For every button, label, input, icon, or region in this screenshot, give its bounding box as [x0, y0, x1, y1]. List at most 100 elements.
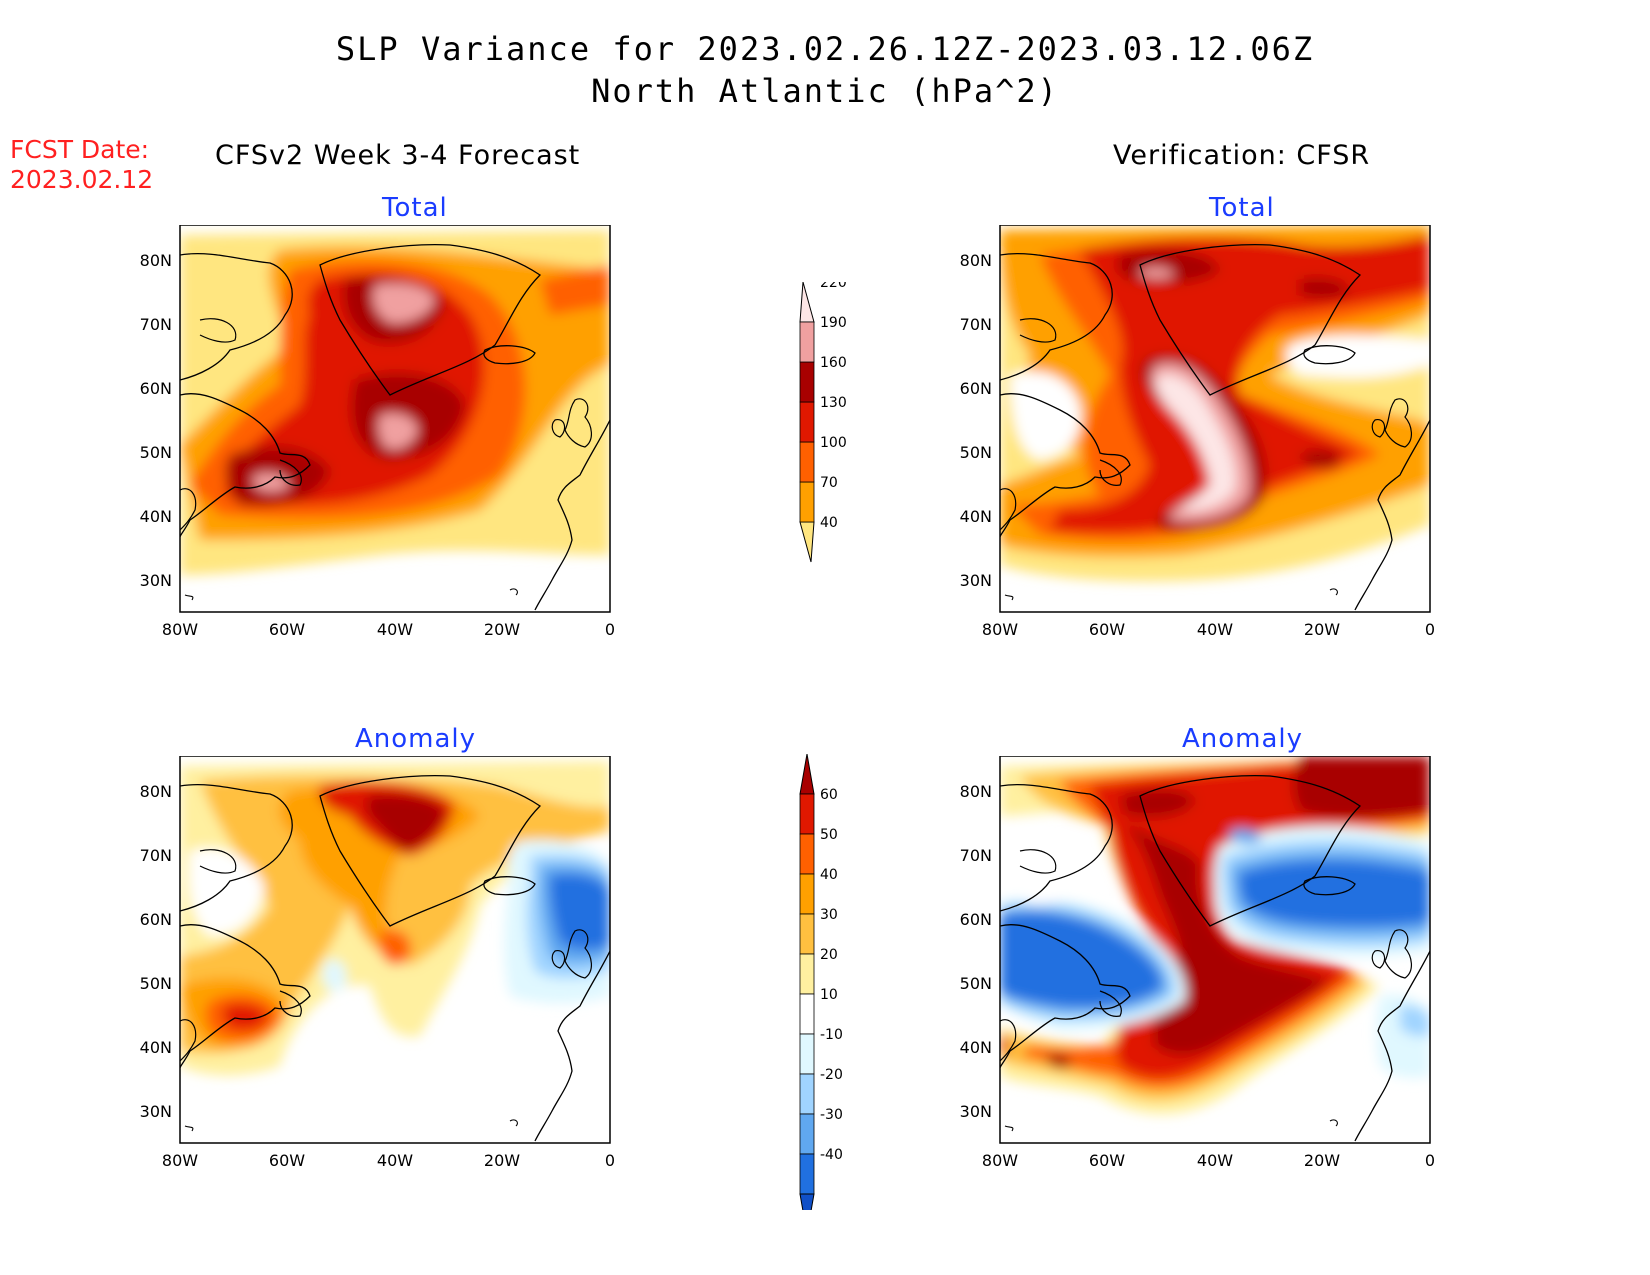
lat-tick-label: 30N [140, 571, 172, 590]
colorbar-swatch [799, 1033, 815, 1075]
colorbar-swatch [799, 481, 815, 523]
colorbar-tick-label: 160 [820, 355, 847, 371]
verification-total-field [1000, 225, 1430, 612]
lat-tick-label: 80N [140, 251, 172, 270]
lat-tick-label: 40N [960, 1038, 992, 1057]
lon-tick-label: 80W [162, 1151, 198, 1170]
lat-tick-label: 70N [140, 315, 172, 334]
lon-tick-label: 0 [605, 620, 615, 639]
forecast-total-lat-axis: 80N 70N 60N 50N 40N 30N [140, 251, 172, 590]
colorbar-tick-label: 130 [820, 395, 847, 411]
verification-total-lon-axis: 80W 60W 40W 20W 0 [982, 620, 1435, 639]
forecast-column-heading: CFSv2 Week 3-4 Forecast [215, 140, 581, 171]
lat-tick-label: 30N [960, 571, 992, 590]
colorbar-swatch [799, 401, 815, 443]
verification-anomaly-lon-axis: 80W 60W 40W 20W 0 [982, 1151, 1435, 1170]
colorbar-swatch [799, 913, 815, 955]
forecast-anomaly-map: 80N 70N 60N 50N 40N 30N 80W 60W 40W 20W … [140, 756, 615, 1170]
colorbar-tick-label: -40 [820, 1147, 843, 1163]
lat-tick-label: 50N [140, 974, 172, 993]
lat-tick-label: 40N [140, 1038, 172, 1057]
lat-tick-label: 50N [960, 974, 992, 993]
lon-tick-label: 60W [269, 620, 305, 639]
forecast-anomaly-lon-axis: 80W 60W 40W 20W 0 [162, 1151, 615, 1170]
lat-tick-label: 60N [140, 910, 172, 929]
colorbar-swatch [799, 321, 815, 363]
colorbar-end-triangle [799, 282, 815, 323]
title-line-1: SLP Variance for 2023.02.26.12Z-2023.03.… [335, 30, 1315, 68]
lon-tick-label: 0 [1425, 1151, 1435, 1170]
lon-tick-label: 20W [484, 620, 520, 639]
colorbar-swatch [799, 1113, 815, 1155]
colorbar-tick-label: -10 [820, 1027, 843, 1043]
colorbar-end-triangle [799, 1193, 815, 1210]
forecast-anomaly-lat-axis: 80N 70N 60N 50N 40N 30N [140, 782, 172, 1121]
lat-tick-label: 80N [960, 782, 992, 801]
lat-tick-label: 80N [960, 251, 992, 270]
forecast-total-lon-axis: 80W 60W 40W 20W 0 [162, 620, 615, 639]
lon-tick-label: 20W [484, 1151, 520, 1170]
lat-tick-label: 60N [140, 379, 172, 398]
anomaly-colorbar: 60 50 40 30 20 10 -10 -20 -30 -40 [799, 754, 843, 1210]
lat-tick-label: 70N [960, 846, 992, 865]
lat-tick-label: 70N [140, 846, 172, 865]
lon-tick-label: 80W [162, 620, 198, 639]
forecast-total-title: Total [382, 193, 448, 223]
lon-tick-label: 60W [1089, 620, 1125, 639]
lat-tick-label: 60N [960, 910, 992, 929]
lat-tick-label: 50N [960, 443, 992, 462]
lon-tick-label: 20W [1304, 620, 1340, 639]
colorbar-end-triangle [799, 754, 815, 795]
lon-tick-label: 60W [1089, 1151, 1125, 1170]
colorbar-swatch [799, 953, 815, 995]
colorbar-tick-label: -20 [820, 1067, 843, 1083]
lon-tick-label: 40W [377, 620, 413, 639]
colorbar-tick-label: -30 [820, 1107, 843, 1123]
colorbar-swatch [799, 873, 815, 915]
verification-total-title: Total [1209, 193, 1275, 223]
verification-anomaly-field [1000, 756, 1430, 1143]
colorbar-tick-label: 60 [820, 787, 838, 803]
lon-tick-label: 60W [269, 1151, 305, 1170]
lon-tick-label: 40W [377, 1151, 413, 1170]
colorbar-swatch [799, 441, 815, 483]
forecast-anomaly-field [180, 756, 610, 1143]
colorbar-swatch [799, 1073, 815, 1115]
colorbar-tick-label: 40 [820, 515, 838, 531]
colorbar-tick-label: 20 [820, 947, 838, 963]
forecast-total-frame [179, 225, 611, 613]
verification-anomaly-map: 80N 70N 60N 50N 40N 30N 80W 60W 40W 20W … [960, 756, 1435, 1170]
colorbar-tick-label: 40 [820, 867, 838, 883]
verification-anomaly-lat-axis: 80N 70N 60N 50N 40N 30N [960, 782, 992, 1121]
colorbar-swatch [799, 833, 815, 875]
colorbar-swatch [799, 793, 815, 835]
lon-tick-label: 40W [1197, 620, 1233, 639]
verification-total-lat-axis: 80N 70N 60N 50N 40N 30N [960, 251, 992, 590]
lat-tick-label: 80N [140, 782, 172, 801]
forecast-date-label: FCST Date: [10, 135, 150, 164]
total-colorbar: 40 70 100 130 160 190 220 [799, 282, 847, 563]
colorbar-end-triangle [799, 521, 815, 563]
forecast-anomaly-frame [179, 756, 611, 1144]
colorbar-tick-label: 220 [820, 282, 847, 291]
lat-tick-label: 50N [140, 443, 172, 462]
colorbar-tick-label: 30 [820, 907, 838, 923]
lat-tick-label: 40N [140, 507, 172, 526]
lon-tick-label: 80W [982, 1151, 1018, 1170]
lon-tick-label: 40W [1197, 1151, 1233, 1170]
lon-tick-label: 20W [1304, 1151, 1340, 1170]
lon-tick-label: 0 [1425, 620, 1435, 639]
lon-tick-label: 80W [982, 620, 1018, 639]
lat-tick-label: 30N [960, 1102, 992, 1121]
verification-anomaly-title: Anomaly [1182, 724, 1304, 754]
verification-total-frame [999, 225, 1431, 613]
colorbar-tick-label: 50 [820, 827, 838, 843]
verification-column-heading: Verification: CFSR [1113, 140, 1371, 171]
forecast-date-value: 2023.02.12 [10, 165, 154, 194]
colorbar-tick-label: 100 [820, 435, 847, 451]
forecast-total-map: 80N 70N 60N 50N 40N 30N 80W 60W 40W 20W … [140, 225, 615, 639]
lat-tick-label: 70N [960, 315, 992, 334]
forecast-total-field [180, 225, 610, 612]
colorbar-swatch [799, 993, 815, 1035]
colorbar-swatch [799, 361, 815, 403]
